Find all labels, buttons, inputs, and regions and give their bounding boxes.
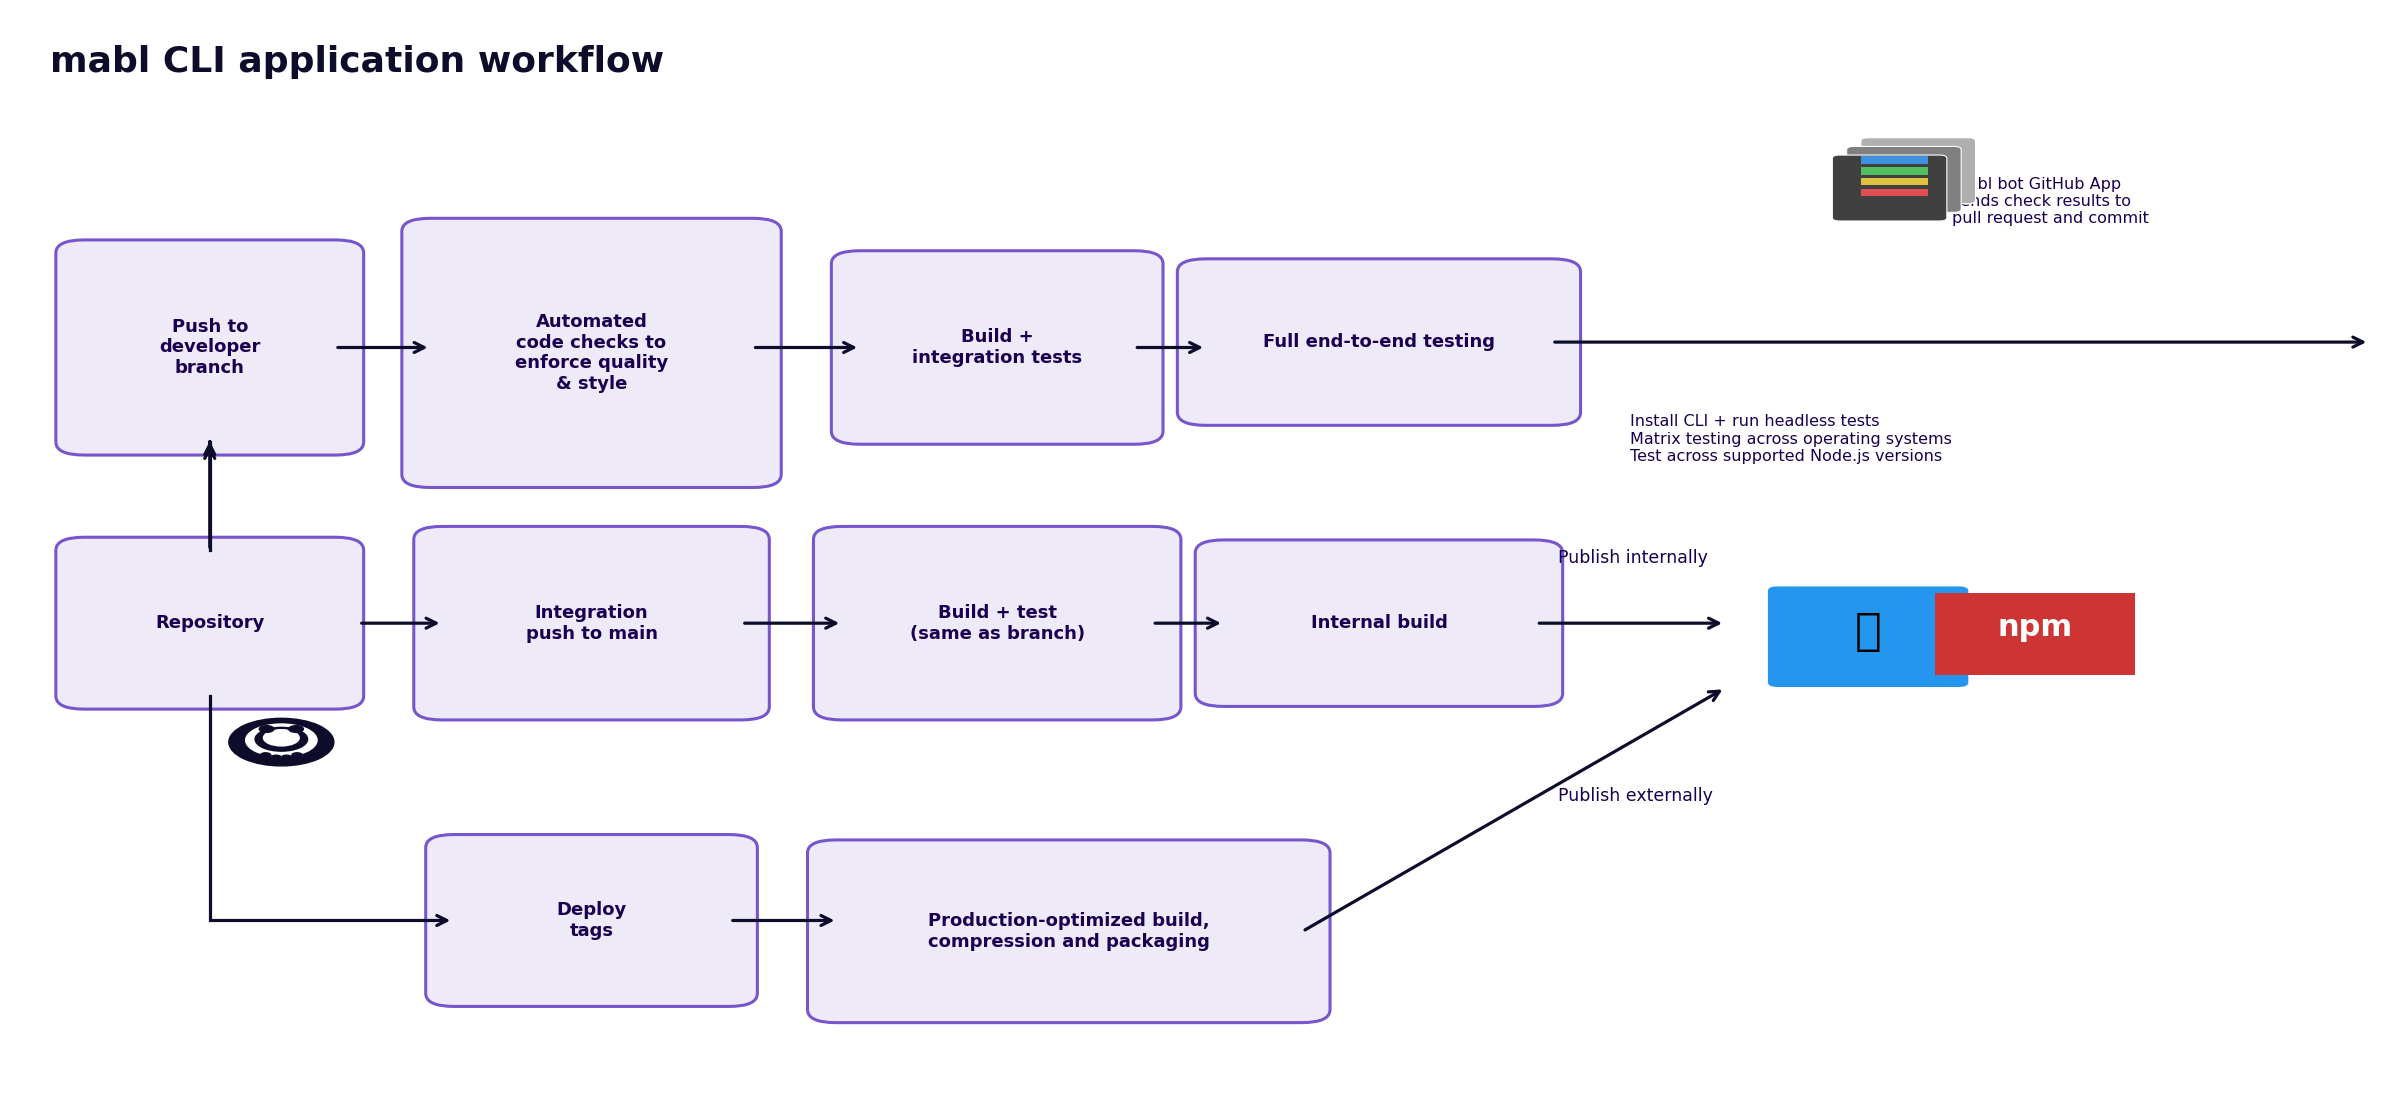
Circle shape (264, 729, 300, 746)
FancyBboxPatch shape (830, 251, 1164, 445)
Text: Internal build: Internal build (1310, 614, 1447, 632)
FancyBboxPatch shape (806, 840, 1330, 1023)
FancyBboxPatch shape (814, 527, 1181, 719)
Text: Build +
integration tests: Build + integration tests (912, 328, 1082, 367)
FancyBboxPatch shape (55, 538, 365, 710)
FancyBboxPatch shape (1860, 157, 1927, 164)
Circle shape (259, 726, 274, 733)
Text: Install CLI + run headless tests
Matrix testing across operating systems
Test ac: Install CLI + run headless tests Matrix … (1630, 415, 1951, 464)
FancyBboxPatch shape (401, 218, 782, 487)
FancyBboxPatch shape (425, 834, 758, 1006)
FancyBboxPatch shape (1860, 177, 1927, 185)
Text: Automated
code checks to
enforce quality
& style: Automated code checks to enforce quality… (516, 313, 667, 393)
Circle shape (259, 752, 271, 758)
FancyBboxPatch shape (1846, 147, 1961, 212)
FancyBboxPatch shape (1860, 138, 1975, 204)
Text: npm: npm (1997, 613, 2074, 642)
Circle shape (245, 724, 317, 757)
FancyBboxPatch shape (413, 527, 770, 719)
Text: Publish externally: Publish externally (1558, 787, 1714, 805)
Text: Deploy
tags: Deploy tags (557, 901, 626, 940)
Text: Integration
push to main: Integration push to main (526, 603, 658, 643)
Text: mabl bot GitHub App
sends check results to
pull request and commit: mabl bot GitHub App sends check results … (1951, 176, 2148, 227)
Circle shape (288, 726, 302, 733)
FancyBboxPatch shape (1831, 155, 1946, 221)
Text: Repository: Repository (156, 614, 264, 632)
FancyBboxPatch shape (1934, 592, 2136, 676)
Circle shape (281, 756, 293, 760)
Circle shape (254, 727, 307, 751)
FancyBboxPatch shape (55, 240, 365, 456)
Text: Full end-to-end testing: Full end-to-end testing (1262, 333, 1495, 351)
Circle shape (228, 718, 334, 765)
Text: Build + test
(same as branch): Build + test (same as branch) (910, 603, 1085, 643)
Text: 🐳: 🐳 (1855, 610, 1882, 654)
Text: Push to
developer
branch: Push to developer branch (158, 318, 262, 378)
FancyBboxPatch shape (1178, 258, 1582, 425)
FancyBboxPatch shape (1195, 540, 1562, 706)
Text: Publish internally: Publish internally (1558, 550, 1709, 567)
Text: mabl CLI application workflow: mabl CLI application workflow (50, 45, 665, 79)
FancyBboxPatch shape (1769, 587, 1968, 687)
Circle shape (293, 752, 302, 758)
FancyBboxPatch shape (1860, 188, 1927, 196)
Circle shape (271, 756, 281, 760)
FancyBboxPatch shape (1860, 166, 1927, 174)
Text: Production-optimized build,
compression and packaging: Production-optimized build, compression … (929, 912, 1210, 950)
